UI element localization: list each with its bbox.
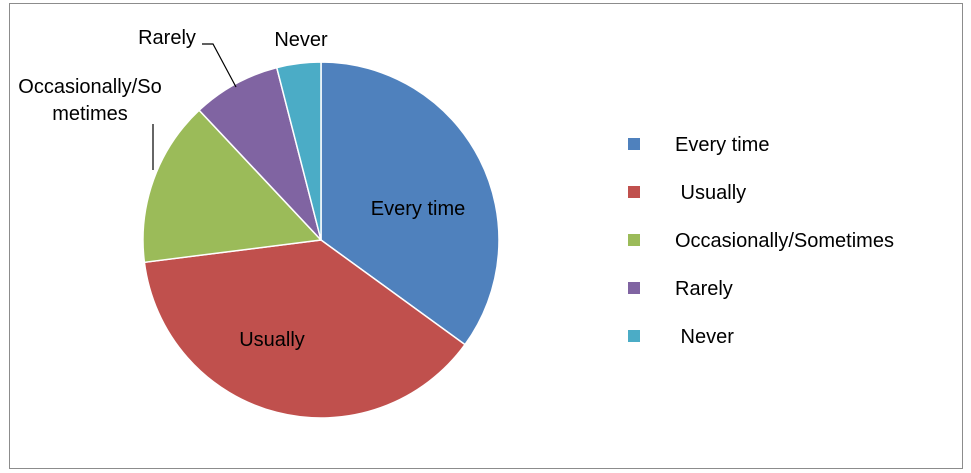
legend-swatch-every-time <box>628 138 640 150</box>
pie-slice-occasionally-sometimes <box>142 109 323 264</box>
legend-label-occasionally-sometimes: Occasionally/Sometimes <box>675 230 894 252</box>
legend-swatch-occasionally-sometimes <box>628 234 640 246</box>
legend-swatch-rarely <box>628 282 640 294</box>
slice-label-occasionally-sometimes: Occasionally/So metimes <box>18 76 161 125</box>
legend-swatch-usually <box>628 186 640 198</box>
legend-label-rarely: Rarely <box>675 278 733 300</box>
legend-label-usually: Usually <box>675 182 746 204</box>
slice-label-usually: Usually <box>239 329 305 351</box>
pie-slice-never <box>275 61 322 241</box>
pie-slices <box>142 61 500 419</box>
leader-lines <box>152 43 237 170</box>
pie-slice-usually <box>143 239 467 419</box>
legend-label-every-time: Every time <box>675 134 769 156</box>
slice-labels: Every time Usually Occasionally/So metimes R… <box>18 27 465 351</box>
slice-label-never: Never <box>274 29 328 51</box>
legend-swatch-never <box>628 330 640 342</box>
legend-label-never: Never <box>675 326 734 348</box>
legend: Every time Usually Occasionally/Sometimes… <box>628 134 894 348</box>
slice-label-every-time: Every time <box>371 198 465 220</box>
leader-line-rarely <box>202 43 237 88</box>
pie-slice-rarely <box>198 66 322 241</box>
pie-slice-every-time <box>320 61 500 346</box>
slice-label-rarely: Rarely <box>138 27 196 49</box>
